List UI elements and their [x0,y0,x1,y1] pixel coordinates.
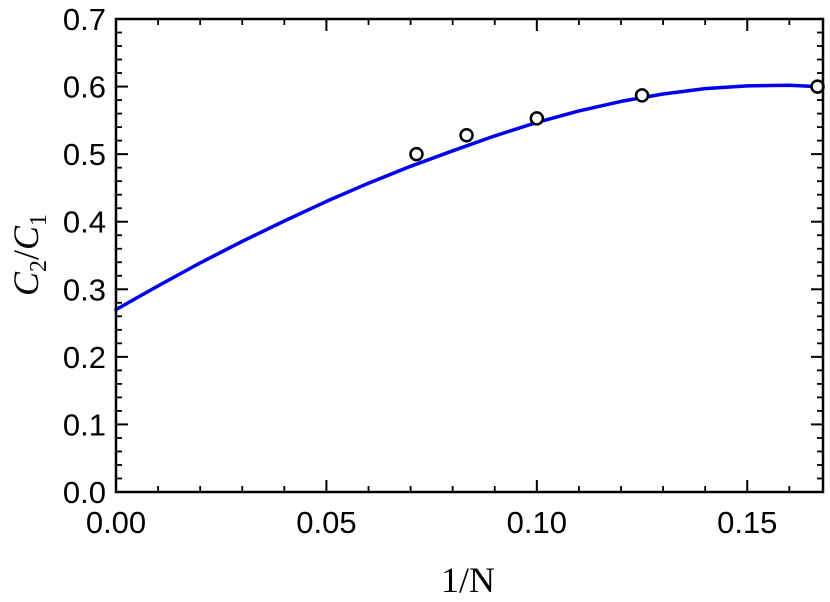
y-axis-label: C2/C1 [6,214,52,296]
x-tick-label: 0.15 [717,505,777,540]
y-label-slash: / [6,250,46,260]
y-tick-label: 0.5 [63,137,106,172]
y-label-c2-subscript: 2 [26,260,52,272]
plot-frame [116,19,823,492]
y-tick-label: 0.6 [63,70,106,105]
y-tick-label: 0.4 [63,205,106,240]
y-label-c2-letter: C [6,271,46,296]
major-ticks [116,19,823,492]
tick-labels: 0.00 0.05 0.10 0.15 0.0 0.1 0.2 0.3 0.4 0.5 0.6 0.7 [63,2,778,540]
x-tick-label: 0.00 [86,505,146,540]
fit-curve [116,85,818,309]
minor-ticks [116,19,823,492]
x-axis-label: 1/N [441,560,495,600]
y-tick-label: 0.1 [63,407,106,442]
y-tick-label: 0.7 [63,2,106,37]
plot-area [116,81,824,310]
y-label-c1-letter: C [6,225,46,250]
y-label-c1-subscript: 1 [26,214,52,226]
data-point [636,89,648,101]
data-point [461,129,473,141]
x-tick-label: 0.10 [507,505,567,540]
data-point [410,148,422,160]
y-tick-label: 0.0 [63,475,106,510]
y-tick-label: 0.3 [63,272,106,307]
data-point [531,112,543,124]
x-tick-label: 0.05 [296,505,356,540]
data-point [812,81,824,93]
y-tick-label: 0.2 [63,340,106,375]
